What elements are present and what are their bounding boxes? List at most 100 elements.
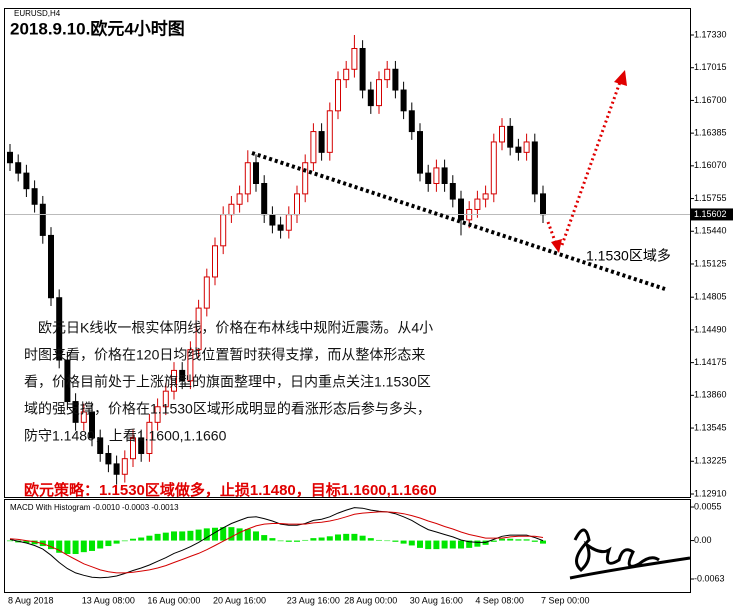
candle-body — [80, 411, 87, 423]
y-tick-label: 1.15125 — [694, 258, 727, 268]
x-tick-label: 13 Aug 08:00 — [82, 595, 135, 605]
candle-body — [326, 110, 333, 153]
x-tick-label: 23 Aug 16:00 — [287, 595, 340, 605]
candle-body — [7, 151, 13, 164]
y-tick-label: 1.16070 — [694, 160, 727, 170]
histogram-bar — [253, 531, 259, 541]
histogram-bar — [64, 540, 71, 554]
y-tick-label: 1.14175 — [694, 357, 727, 367]
candle-body — [113, 463, 120, 475]
histogram-bar — [392, 540, 399, 542]
histogram-bar — [294, 540, 300, 542]
y-tick-label: 1.14490 — [694, 324, 727, 334]
candle-body — [171, 369, 177, 392]
histogram-bar — [343, 533, 350, 541]
histogram-bar — [203, 528, 210, 541]
histogram-bar — [80, 540, 87, 553]
y-tick-label: 1.17015 — [694, 62, 727, 72]
arrow-head — [551, 239, 562, 253]
histogram-bar — [441, 540, 448, 549]
y-tick-label: 1.13225 — [694, 456, 727, 466]
candle-body — [203, 276, 210, 309]
candle-body — [236, 193, 243, 205]
candle-body — [121, 458, 128, 475]
histogram-bar — [310, 538, 317, 541]
strategy: 欧元策略：1.1530区域做多，止损1.1480，目标1.1600,1.1660 — [24, 481, 437, 499]
histogram-bar — [56, 540, 63, 553]
candle-body — [449, 182, 456, 200]
histogram-bar — [458, 540, 464, 549]
last-price-box — [691, 208, 733, 221]
commentary-line: 域的强支撑，价格在1.1530区域形成明显的看涨形态后参与多头， — [24, 401, 431, 417]
arrow-up — [560, 81, 622, 246]
histogram-bar — [187, 530, 194, 541]
histogram-bar — [417, 540, 423, 548]
histogram-bar — [31, 540, 38, 545]
y-tick-label: 1.16385 — [694, 128, 727, 138]
histogram-bar — [261, 535, 268, 541]
x-tick-label: 28 Aug 00:00 — [344, 595, 397, 605]
candle-body — [482, 193, 489, 200]
histogram-bar — [89, 540, 95, 551]
x-tick-label: 7 Sep 00:00 — [541, 595, 590, 605]
histogram-bar — [335, 534, 341, 541]
histogram-bar — [326, 536, 333, 541]
candle-body — [302, 162, 309, 195]
histogram-bar — [490, 540, 497, 542]
y-tick-label: 1.17330 — [694, 29, 727, 39]
x-tick-label: 4 Sep 08:00 — [475, 595, 524, 605]
candle-body — [277, 224, 284, 231]
signal-line — [9, 511, 544, 574]
candle-body — [64, 359, 71, 403]
histogram-bar — [7, 540, 13, 542]
candle-body — [97, 437, 104, 454]
candle-body — [244, 162, 251, 195]
x-tick-label: 20 Aug 16:00 — [213, 595, 266, 605]
y-tick-label: 1.13545 — [694, 422, 727, 432]
candle-body — [220, 214, 227, 247]
y-tick-label: 0.00 — [694, 535, 712, 545]
histogram-bar — [507, 538, 514, 541]
y-tick-label: 1.13860 — [694, 390, 727, 400]
histogram-bar — [244, 528, 251, 541]
candle-body — [162, 390, 169, 408]
histogram-bar — [400, 540, 407, 544]
y-tick-label: 1.15440 — [694, 226, 727, 236]
candle-body — [359, 47, 366, 91]
candle-body — [318, 131, 325, 153]
histogram-bar — [367, 538, 374, 541]
histogram-bar — [195, 529, 202, 541]
histogram-bar — [138, 537, 145, 541]
histogram-bar — [277, 540, 284, 542]
candle-body — [253, 162, 259, 184]
candle-body — [105, 452, 112, 465]
commentary-line: 时图来看，价格在120日均线位置暂时获得支撑，而从整体形态来 — [24, 347, 425, 363]
histogram-bar — [48, 540, 54, 550]
histogram-bar — [359, 535, 366, 541]
candle-body — [15, 162, 22, 174]
candle-body — [154, 406, 161, 423]
histogram-bar — [425, 540, 432, 550]
y-tick-label: -0.0063 — [694, 573, 725, 583]
candle-body — [507, 125, 514, 148]
y-tick-label: 1.12910 — [694, 488, 727, 498]
macd-line — [9, 507, 544, 579]
candle-body — [384, 68, 391, 81]
candle-body — [425, 172, 432, 184]
annotation: 1.1530区域多 — [586, 248, 671, 264]
candle-body — [474, 198, 481, 210]
candle-body — [515, 146, 522, 153]
histogram-bar — [285, 540, 292, 542]
histogram-bar — [499, 538, 505, 541]
candle-body — [400, 89, 407, 112]
histogram-bar — [228, 527, 235, 541]
plot: 1.17330 1.17015 1.16700 1.16385 1.16070 1.157… — [5, 29, 733, 605]
chart-title: 2018.9.10.欧元4小时图 — [10, 18, 185, 38]
macd-title: MACD With Histogram -0.0010 -0.0003 -0.0… — [10, 503, 179, 512]
histogram-bar — [376, 539, 382, 541]
symbol-label: EURUSD,H4 — [14, 9, 61, 18]
histogram-bar — [433, 540, 440, 550]
candle-body — [523, 141, 530, 153]
candle-body — [343, 68, 350, 81]
